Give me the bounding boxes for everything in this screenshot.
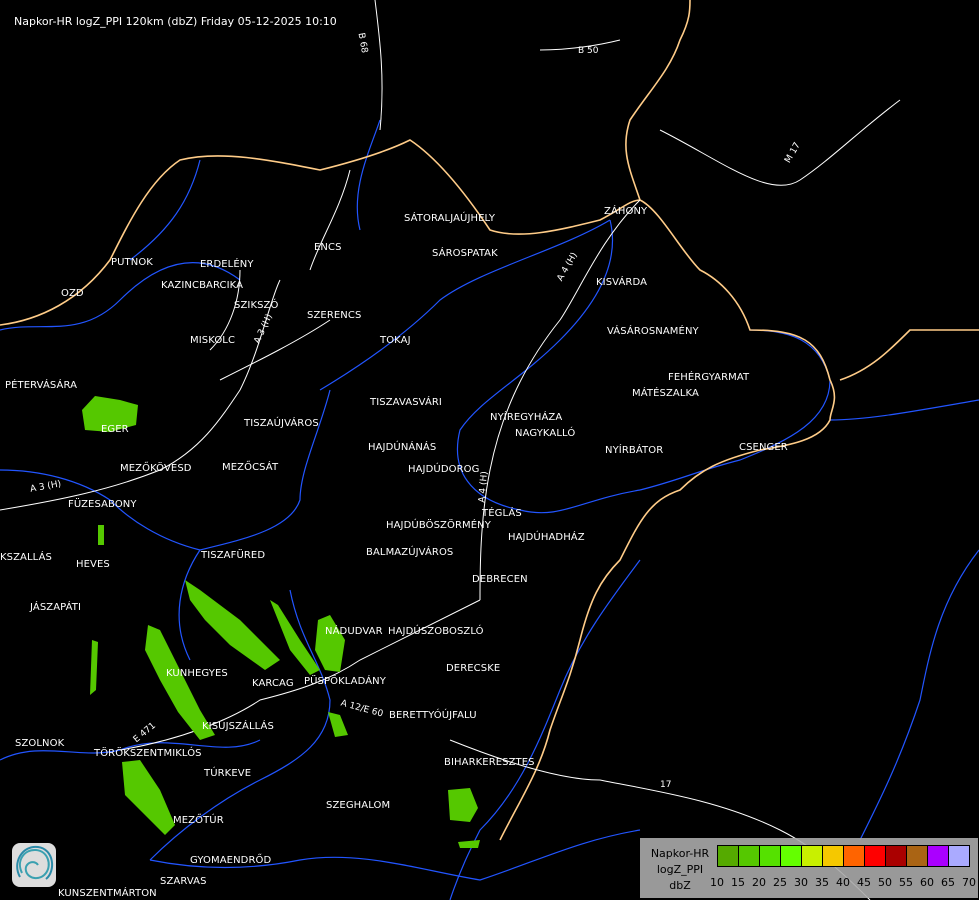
city-label: BIHARKERESZTES [444, 757, 535, 768]
legend-swatch [907, 846, 928, 866]
legend-tick: 35 [815, 876, 829, 889]
city-label: HAJDÚDOROG [408, 464, 480, 475]
city-label: PÉTERVÁSÁRA [5, 380, 78, 391]
city-label: BALMAZÚJVÁROS [366, 547, 454, 558]
legend-tick: 45 [857, 876, 871, 889]
legend-swatch [823, 846, 844, 866]
legend-swatch [865, 846, 886, 866]
legend-swatch [781, 846, 802, 866]
city-label: DERECSKE [446, 663, 501, 674]
city-label: GYOMAENDRŐD [190, 855, 272, 866]
city-label: HAJDÚHADHÁZ [508, 532, 585, 543]
city-label: KISÚJSZÁLLÁS [202, 721, 274, 732]
legend-tick: 15 [731, 876, 745, 889]
legend-tick: 10 [710, 876, 724, 889]
city-label: MEZŐCSÁT [222, 462, 279, 473]
city-label: SZIKSZÓ [234, 300, 279, 311]
city-label: JÁSZAPÁTI [30, 602, 82, 613]
road-label: 17 [660, 780, 672, 790]
city-label: KUNSZENTMÁRTON [58, 888, 157, 899]
radar-echoes [82, 396, 480, 848]
city-label: MEZŐKÖVESD [120, 463, 192, 474]
city-label: HAJDÚBÖSZÖRMÉNY [386, 520, 491, 531]
city-label: KARCAG [252, 678, 294, 689]
legend-tick: 65 [941, 876, 955, 889]
legend-swatch [760, 846, 781, 866]
country-border [0, 0, 979, 841]
city-label: SÁTORALJAÚJHELY [404, 213, 496, 224]
legend-tick: 40 [836, 876, 850, 889]
legend-swatch [949, 846, 969, 866]
city-label: NÁDUDVAR [325, 626, 383, 637]
city-label: TISZAFÜRED [201, 550, 266, 561]
city-label: MISKOLC [190, 335, 236, 346]
city-label: PUTNOK [111, 257, 153, 268]
city-label: SÁROSPATAK [432, 248, 498, 259]
city-label: NYÍREGYHÁZA [490, 412, 563, 423]
city-label: PÜSPÖKLADÁNY [304, 676, 386, 687]
map-title: Napkor-HR logZ_PPI 120km (dbZ) Friday 05… [14, 15, 337, 28]
swirl-logo-icon [16, 845, 54, 880]
legend-swatch [718, 846, 739, 866]
city-label: HAJDÚNÁNÁS [368, 442, 437, 453]
legend-line: logZ_PPI [656, 863, 704, 876]
legend-tick: 30 [794, 876, 808, 889]
city-label: KISVÁRDA [596, 277, 648, 288]
legend-swatch [739, 846, 760, 866]
city-label: DEBRECEN [472, 574, 528, 585]
city-label: KUNHEGYES [166, 668, 228, 679]
city-label: NAGYKALLÓ [515, 428, 576, 439]
city-label: TÚRKEVE [204, 768, 252, 779]
city-label: OZD [61, 288, 84, 299]
legend-swatch [844, 846, 865, 866]
city-label: MÁTÉSZALKA [632, 388, 699, 399]
city-label: VÁSÁROSNAMÉNY [607, 326, 699, 337]
legend-swatch [928, 846, 949, 866]
city-label: CSENGER [739, 442, 788, 453]
city-label: TOKAJ [380, 335, 411, 346]
legend-line: dbZ [669, 879, 691, 892]
color-legend: Napkor-HR logZ_PPI dbZ 10 15 20 25 30 35 40 45 5… [640, 838, 978, 898]
legend-tick: 25 [773, 876, 787, 889]
city-label: ERDELÉNY [200, 259, 254, 270]
legend-tick: 20 [752, 876, 766, 889]
legend-swatch [802, 846, 823, 866]
legend-tick: 50 [878, 876, 892, 889]
legend-label: Napkor-HR logZ_PPI dbZ [644, 846, 716, 894]
city-label: TISZAÚJVÁROS [244, 418, 319, 429]
city-label: HEVES [76, 559, 110, 570]
legend-line: Napkor-HR [650, 847, 710, 860]
city-label: SZOLNOK [15, 738, 65, 749]
city-label: SZERENCS [307, 310, 362, 321]
rivers [0, 119, 979, 900]
city-label: HAJDÚSZOBOSZLÓ [388, 626, 484, 637]
city-label: MEZŐTÚR [173, 815, 224, 826]
legend-tick: 55 [899, 876, 913, 889]
legend-tick: 60 [920, 876, 934, 889]
city-label: TÉGLÁS [482, 508, 522, 519]
city-label: FEHÉRGYARMAT [668, 372, 750, 383]
city-label: TÖRÖKSZENTMIKLÓS [94, 748, 202, 759]
city-label: NYÍRBÁTOR [605, 445, 664, 456]
legend-tick: 70 [962, 876, 976, 889]
road-label: B 50 [578, 46, 599, 56]
city-label: KSZALLÁS [0, 552, 52, 563]
city-label: ENCS [314, 242, 342, 253]
logo [12, 843, 56, 887]
city-label: ZÁHONY [604, 206, 648, 217]
legend-swatch [886, 846, 907, 866]
city-label: FÜZESABONY [68, 499, 137, 510]
city-label: TISZAVASVÁRI [370, 397, 442, 408]
city-label: KAZINCBARCIKA [161, 280, 244, 291]
city-label: EGER [101, 424, 129, 435]
legend-swatches [717, 845, 970, 867]
city-label: BERETTYÓÚJFALU [389, 710, 477, 721]
city-label: SZARVAS [160, 876, 207, 887]
city-label: SZEGHALOM [326, 800, 391, 811]
